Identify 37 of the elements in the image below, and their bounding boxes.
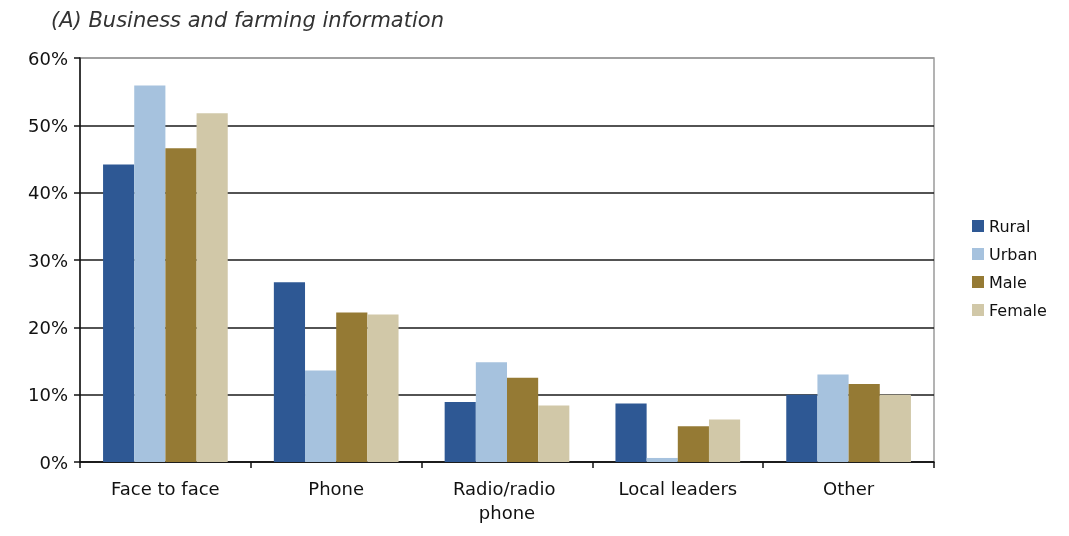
legend-label: Female <box>989 300 1047 320</box>
bar <box>475 362 507 462</box>
y-tick-label: 10% <box>27 384 68 406</box>
bar <box>538 405 570 462</box>
x-tick-label: Local leaders <box>618 477 738 499</box>
x-tick-label: Other <box>823 477 875 499</box>
bar <box>336 312 368 462</box>
bar <box>708 419 741 462</box>
bar <box>848 383 880 462</box>
bar <box>444 402 476 462</box>
y-tick-label: 0% <box>39 451 68 473</box>
bar <box>196 113 228 462</box>
x-tick-label: Face to face <box>111 477 220 499</box>
y-tick-label: 20% <box>27 316 68 338</box>
chart-title: (A) Business and farming information <box>51 7 444 32</box>
legend-label: Male <box>989 272 1027 292</box>
x-tick-label: Radio/radio phone <box>452 477 562 523</box>
y-tick-label: 30% <box>27 249 68 271</box>
bar <box>646 457 678 462</box>
y-tick-label: 50% <box>27 114 68 136</box>
bar <box>677 426 709 462</box>
bar <box>367 314 399 462</box>
bar <box>507 377 539 462</box>
legend-label: Urban <box>989 244 1038 264</box>
bar <box>103 164 135 462</box>
y-tick-label: 40% <box>27 182 68 204</box>
bar <box>879 394 911 462</box>
bar <box>165 148 197 462</box>
bar <box>786 394 818 462</box>
legend-label: Rural <box>989 216 1031 236</box>
bar <box>817 374 849 462</box>
bar <box>615 403 647 462</box>
x-tick-label: Phone <box>308 477 365 499</box>
y-tick-label: 60% <box>27 47 68 69</box>
bar <box>273 282 306 462</box>
bar <box>134 85 166 462</box>
bar <box>305 370 337 462</box>
